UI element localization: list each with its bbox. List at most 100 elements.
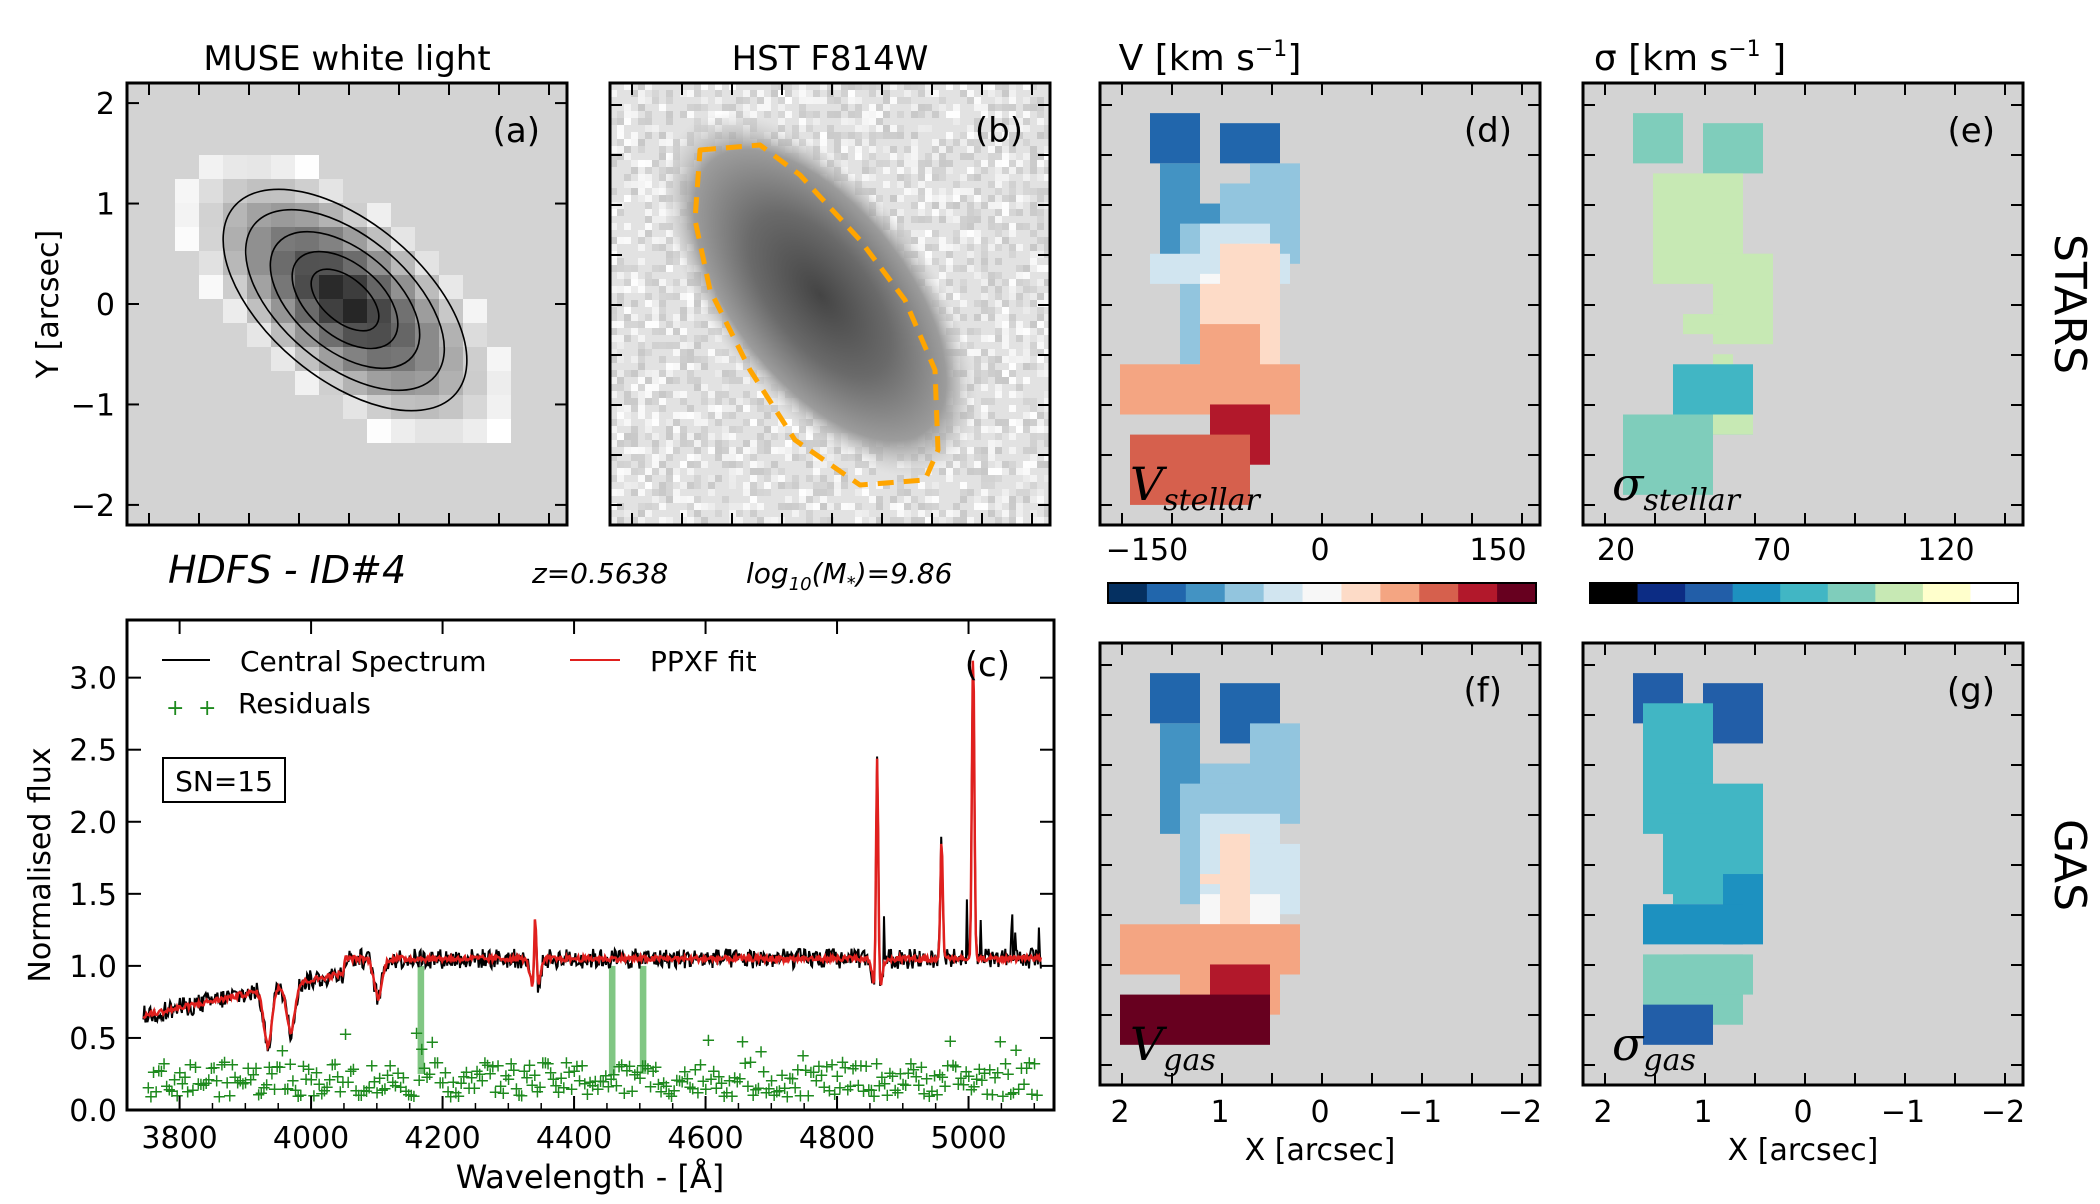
hst-noise-pixel bbox=[862, 83, 869, 90]
hst-noise-pixel bbox=[946, 167, 953, 174]
panel-g-xlabel: X [arcsec] bbox=[1728, 1133, 1879, 1168]
muse-pixel bbox=[367, 203, 391, 227]
hst-noise-pixel bbox=[953, 510, 960, 517]
hst-noise-pixel bbox=[645, 419, 652, 426]
hst-noise-pixel bbox=[995, 258, 1002, 265]
hst-noise-pixel bbox=[1002, 174, 1009, 181]
hst-noise-pixel bbox=[806, 496, 813, 503]
hst-noise-pixel bbox=[1037, 279, 1044, 286]
hst-noise-pixel bbox=[757, 433, 764, 440]
hst-noise-pixel bbox=[680, 440, 687, 447]
hst-noise-pixel bbox=[624, 174, 631, 181]
residual-marker: + bbox=[656, 1072, 671, 1093]
residual-marker: + bbox=[988, 1067, 1003, 1088]
hst-noise-pixel bbox=[1044, 265, 1050, 272]
hst-noise-pixel bbox=[995, 293, 1002, 300]
hst-noise-pixel bbox=[659, 153, 666, 160]
hst-noise-pixel bbox=[799, 125, 806, 132]
hst-noise-pixel bbox=[925, 216, 932, 223]
residual-marker: + bbox=[693, 1055, 708, 1076]
hst-noise-pixel bbox=[848, 118, 855, 125]
hst-noise-pixel bbox=[785, 90, 792, 97]
hst-noise-pixel bbox=[981, 307, 988, 314]
hst-noise-pixel bbox=[876, 496, 883, 503]
muse-pixel bbox=[415, 347, 439, 371]
hst-noise-pixel bbox=[701, 517, 708, 524]
hst-noise-pixel bbox=[820, 83, 827, 90]
colorbar-segment bbox=[1970, 583, 2019, 603]
hst-noise-pixel bbox=[792, 482, 799, 489]
residual-marker: + bbox=[525, 1075, 540, 1096]
residual-marker: + bbox=[475, 1070, 490, 1091]
hst-noise-pixel bbox=[827, 90, 834, 97]
hst-noise-pixel bbox=[946, 475, 953, 482]
hst-noise-pixel bbox=[1016, 209, 1023, 216]
hst-noise-pixel bbox=[834, 83, 841, 90]
hst-noise-pixel bbox=[624, 461, 631, 468]
hst-noise-pixel bbox=[974, 97, 981, 104]
residual-marker: + bbox=[477, 1052, 492, 1073]
residual-marker: + bbox=[259, 1074, 274, 1095]
residual-marker: + bbox=[348, 1081, 363, 1102]
hst-noise-pixel bbox=[995, 391, 1002, 398]
hst-noise-pixel bbox=[918, 188, 925, 195]
hst-noise-pixel bbox=[687, 461, 694, 468]
hst-noise-pixel bbox=[953, 230, 960, 237]
hst-noise-pixel bbox=[666, 328, 673, 335]
hst-noise-pixel bbox=[827, 83, 834, 90]
hst-noise-pixel bbox=[988, 468, 995, 475]
hst-noise-pixel bbox=[799, 447, 806, 454]
residual-marker: + bbox=[1003, 1084, 1018, 1105]
hst-noise-pixel bbox=[631, 90, 638, 97]
panel-a: MUSE white light (a) Y [arcsec] 210−1−2 bbox=[31, 39, 569, 527]
hst-noise-pixel bbox=[1044, 300, 1050, 307]
muse-pixel bbox=[199, 227, 223, 251]
hst-noise-pixel bbox=[981, 279, 988, 286]
hst-noise-pixel bbox=[911, 188, 918, 195]
hst-noise-pixel bbox=[995, 440, 1002, 447]
xtick-label: 4800 bbox=[799, 1121, 875, 1156]
hst-noise-pixel bbox=[722, 454, 729, 461]
hst-noise-pixel bbox=[1030, 209, 1037, 216]
residual-marker: + bbox=[922, 1086, 937, 1107]
hst-noise-pixel bbox=[967, 167, 974, 174]
residual-marker: + bbox=[385, 1072, 400, 1093]
hst-noise-pixel bbox=[988, 440, 995, 447]
hst-noise-pixel bbox=[1037, 349, 1044, 356]
hst-noise-pixel bbox=[1023, 426, 1030, 433]
map-cell bbox=[1150, 673, 1200, 724]
hst-noise-pixel bbox=[1023, 195, 1030, 202]
hst-noise-pixel bbox=[624, 314, 631, 321]
residual-marker: + bbox=[262, 1057, 277, 1078]
hst-noise-pixel bbox=[610, 223, 617, 230]
hst-noise-pixel bbox=[813, 503, 820, 510]
hst-noise-pixel bbox=[652, 503, 659, 510]
residual-marker: + bbox=[906, 1060, 921, 1081]
residual-marker: + bbox=[640, 1058, 655, 1079]
hst-noise-pixel bbox=[855, 146, 862, 153]
hst-noise-pixel bbox=[666, 321, 673, 328]
hst-noise-pixel bbox=[1037, 412, 1044, 419]
muse-pixel bbox=[343, 299, 367, 323]
hst-noise-pixel bbox=[1016, 426, 1023, 433]
residual-marker: + bbox=[775, 1065, 790, 1086]
hst-noise-pixel bbox=[736, 468, 743, 475]
hst-noise-pixel bbox=[1037, 321, 1044, 328]
residual-marker: + bbox=[788, 1077, 803, 1098]
residual-marker: + bbox=[938, 1076, 953, 1097]
residual-marker: + bbox=[819, 1056, 834, 1077]
hst-noise-pixel bbox=[946, 202, 953, 209]
hst-noise-pixel bbox=[1016, 482, 1023, 489]
hst-noise-pixel bbox=[652, 279, 659, 286]
hst-noise-pixel bbox=[988, 349, 995, 356]
hst-noise-pixel bbox=[1023, 153, 1030, 160]
hst-noise-pixel bbox=[610, 314, 617, 321]
hst-noise-pixel bbox=[687, 440, 694, 447]
hst-noise-pixel bbox=[974, 356, 981, 363]
hst-noise-pixel bbox=[778, 475, 785, 482]
hst-noise-pixel bbox=[1044, 419, 1050, 426]
residual-marker: + bbox=[217, 1052, 232, 1073]
residual-marker: + bbox=[706, 1061, 721, 1082]
hst-noise-pixel bbox=[806, 90, 813, 97]
hst-noise-pixel bbox=[848, 139, 855, 146]
